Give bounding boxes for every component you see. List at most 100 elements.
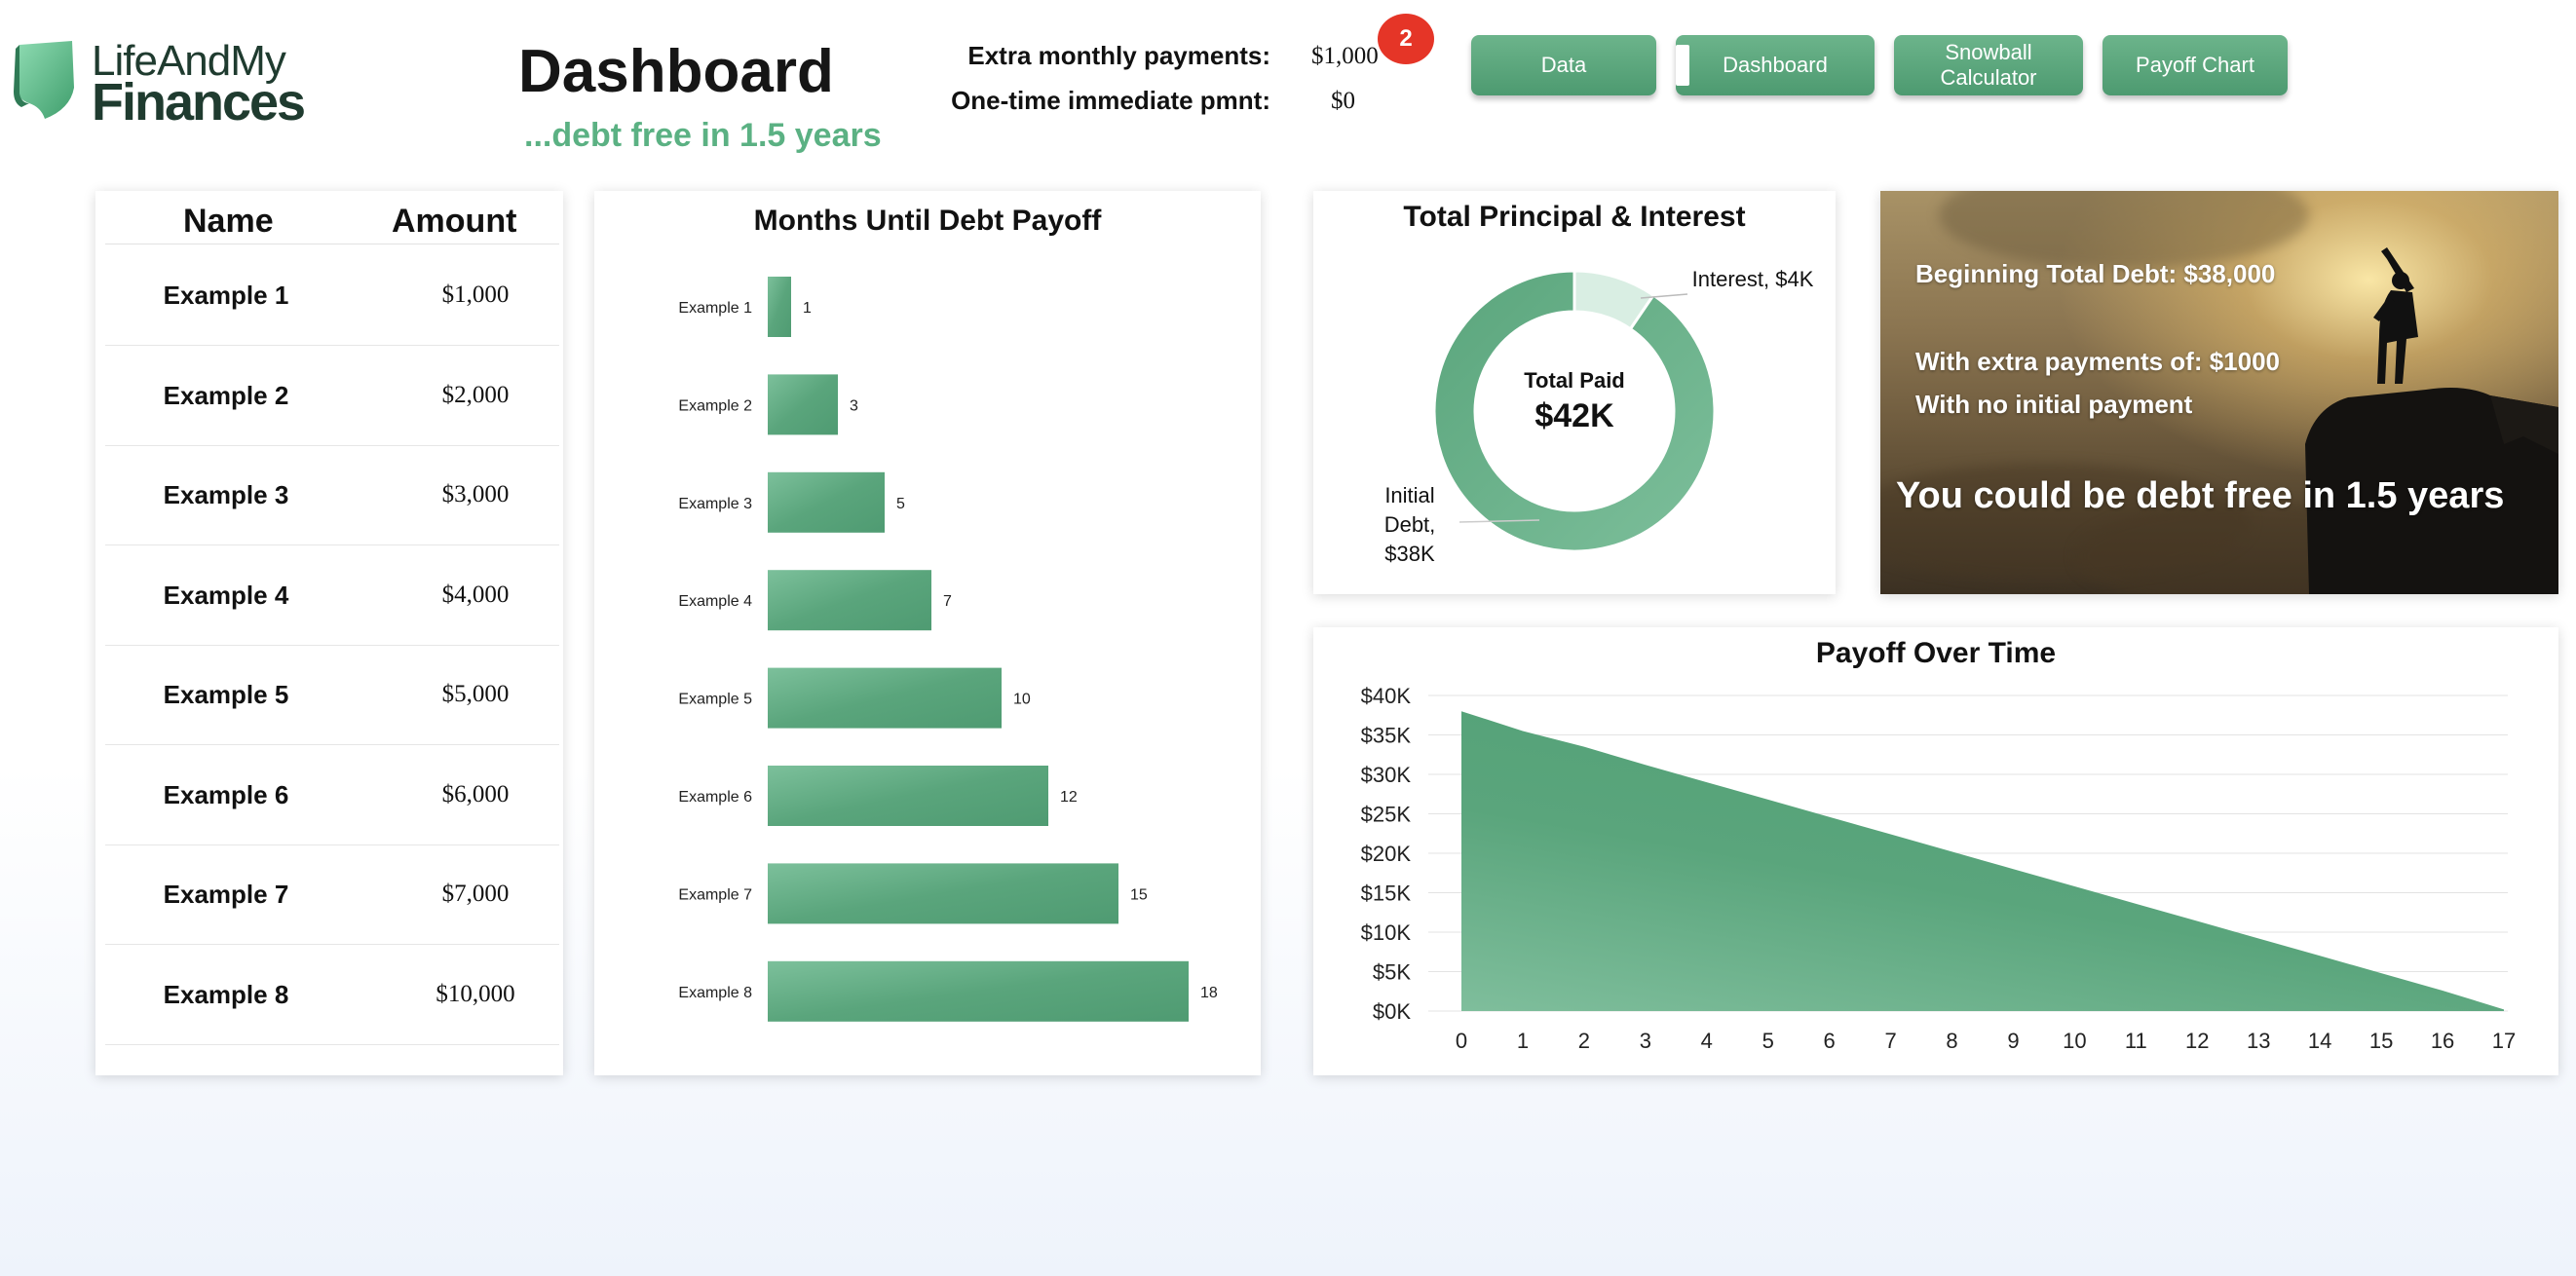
bar-chart-canvas: Example 1 1 Example 2 3 Example 3 5 Example 4 7… (678, 277, 1218, 1022)
bar-category-label: Example 5 (678, 692, 752, 708)
x-tick-label: 17 (2492, 1029, 2516, 1053)
x-tick-label: 6 (1824, 1029, 1836, 1053)
x-tick-label: 8 (1946, 1029, 1957, 1053)
nav-payoff-button[interactable]: Payoff Chart (2102, 35, 2288, 95)
row-amount: $4,000 (441, 581, 510, 608)
bar (768, 374, 838, 435)
nav-snowball-label: Snowball Calculator (1940, 40, 2037, 90)
donut-center-value: $42K (1534, 397, 1614, 434)
row-amount: $6,000 (441, 780, 510, 807)
x-tick-label: 14 (2308, 1029, 2331, 1053)
bar-category-label: Example 6 (678, 789, 752, 806)
row-amount: $2,000 (441, 381, 510, 408)
brand-logo: LifeAndMy Finances (12, 37, 306, 131)
x-tick-label: 15 (2369, 1029, 2393, 1053)
x-tick-label: 5 (1762, 1029, 1774, 1053)
hero-extra-payments: With extra payments of: $1000 (1915, 347, 2281, 376)
nav-snowball-button[interactable]: Snowball Calculator (1894, 35, 2083, 95)
bar-chart-title: Months Until Debt Payoff (753, 205, 1102, 237)
x-tick-label: 3 (1640, 1029, 1651, 1053)
column-header-name: Name (183, 203, 274, 240)
extra-payment-label: Extra monthly payments: (967, 41, 1270, 70)
bar-category-label: Example 3 (678, 496, 752, 512)
x-tick-label: 1 (1517, 1029, 1529, 1053)
bar (768, 863, 1118, 924)
row-name: Example 4 (163, 580, 289, 610)
donut-label-interest: Interest, $4K (1691, 267, 1814, 291)
y-tick-label: $35K (1361, 724, 1412, 748)
x-tick-label: 16 (2431, 1029, 2454, 1053)
row-name: Example 2 (163, 380, 289, 410)
row-name: Example 5 (163, 680, 289, 709)
y-tick-label: $5K (1373, 960, 1411, 985)
y-tick-label: $10K (1361, 920, 1412, 945)
principal-interest-chart: Total Principal & Interest Total Paid $4… (1313, 191, 1836, 594)
bar (768, 277, 791, 337)
bar-category-label: Example 8 (678, 985, 752, 1001)
bar-value-label: 7 (943, 593, 952, 610)
nav-dashboard-button[interactable]: Dashboard (1676, 35, 1875, 95)
onetime-payment-value[interactable]: $0 (1331, 88, 1355, 114)
table-row: Example 5 $5,000 (105, 645, 559, 745)
x-tick-label: 0 (1456, 1029, 1467, 1053)
bar-value-label: 15 (1130, 886, 1148, 903)
y-tick-label: $25K (1361, 803, 1412, 827)
x-tick-label: 13 (2247, 1029, 2270, 1053)
row-name: Example 7 (163, 880, 289, 909)
row-name: Example 6 (163, 779, 289, 809)
row-name: Example 1 (163, 281, 289, 310)
bar-value-label: 18 (1200, 985, 1218, 1001)
row-amount: $1,000 (441, 281, 510, 308)
payoff-area (1461, 711, 2504, 1011)
table-row: Example 8 $10,000 (105, 945, 559, 1045)
brand-line1: LifeAndMy (92, 37, 286, 85)
donut-chart-title: Total Principal & Interest (1403, 201, 1746, 233)
hero-initial-payment: With no initial payment (1915, 390, 2193, 419)
donut-label-initial-debt: Initial Debt, $38K (1383, 483, 1436, 566)
debt-table: Name Amount Example 1 $1,000 Example 2 $2,0… (95, 191, 563, 1075)
bar-value-label: 12 (1060, 789, 1078, 806)
hero-headline: You could be debt free in 1.5 years (1896, 475, 2505, 516)
bar-value-label: 5 (896, 496, 905, 512)
x-tick-label: 2 (1578, 1029, 1590, 1053)
nav-dashboard-label: Dashboard (1723, 53, 1828, 77)
page-title: Dashboard (518, 38, 834, 105)
row-amount: $5,000 (441, 681, 510, 707)
row-name: Example 8 (163, 979, 289, 1009)
months-payoff-chart: Months Until Debt Payoff Example 1 1 Examp… (594, 191, 1261, 1075)
bar (768, 667, 1002, 729)
nav-data-button[interactable]: Data (1471, 35, 1656, 95)
table-row: Example 2 $2,000 (105, 346, 559, 446)
leader-line (1458, 519, 1540, 523)
x-tick-label: 7 (1884, 1029, 1896, 1053)
area-chart-title: Payoff Over Time (1815, 637, 2057, 669)
nav-data-label: Data (1540, 53, 1587, 77)
y-tick-label: $0K (1373, 999, 1411, 1024)
bar-value-label: 10 (1013, 692, 1031, 708)
column-header-amount: Amount (392, 203, 517, 240)
leader-line (1640, 293, 1688, 299)
leaf-logo-icon (14, 41, 74, 119)
table-row: Example 6 $6,000 (105, 745, 559, 845)
bar (768, 766, 1048, 826)
nav-payoff-label: Payoff Chart (2136, 53, 2254, 77)
y-tick-label: $40K (1361, 684, 1412, 708)
bar-value-label: 3 (850, 397, 858, 414)
x-tick-label: 4 (1701, 1029, 1713, 1053)
bar (768, 570, 931, 631)
onetime-payment-label: One-time immediate pmnt: (951, 86, 1270, 115)
payoff-over-time-chart: Payoff Over Time $0K $5K $10K $15K $20K $25K $… (1313, 627, 2558, 1075)
hero-beginning-debt: Beginning Total Debt: $38,000 (1915, 259, 2276, 288)
row-amount: $7,000 (441, 881, 510, 907)
bar (768, 960, 1189, 1022)
extra-payment-value[interactable]: $1,000 (1311, 43, 1379, 69)
mountain-climber-silhouette (2305, 247, 2558, 594)
y-tick-label: $20K (1361, 842, 1412, 866)
x-tick-label: 12 (2185, 1029, 2209, 1053)
x-tick-label: 9 (2007, 1029, 2019, 1053)
motivation-banner: Beginning Total Debt: $38,000 With extra… (1880, 191, 2558, 594)
bar-category-label: Example 7 (678, 886, 752, 903)
y-tick-label: $30K (1361, 763, 1412, 787)
table-row: Example 4 $4,000 (105, 545, 559, 646)
